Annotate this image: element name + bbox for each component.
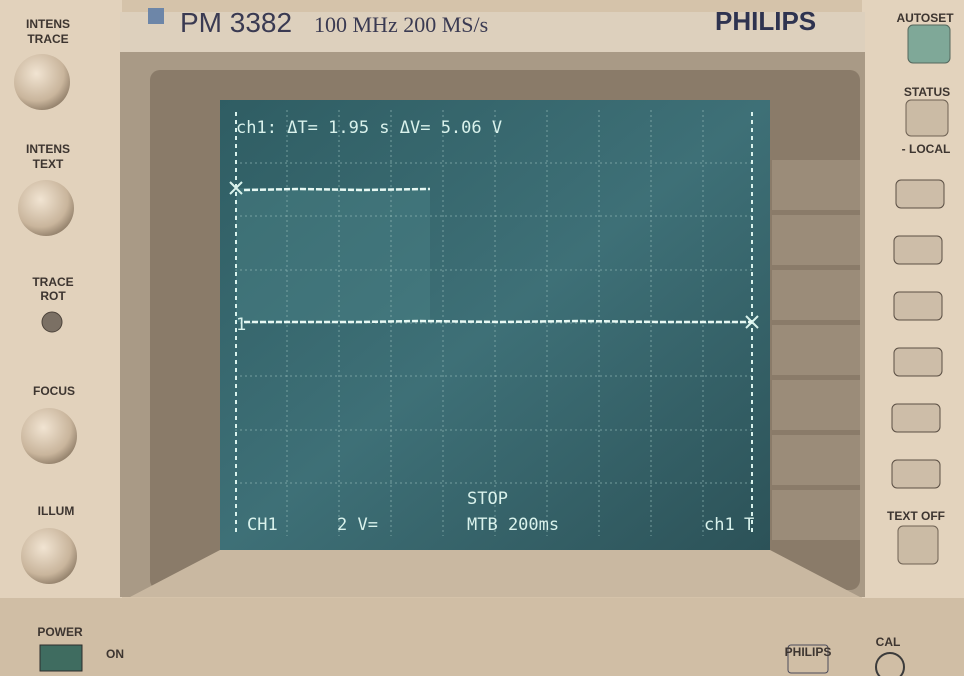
power-switch (40, 645, 82, 671)
knob (21, 408, 77, 464)
model: PM 3382 (180, 7, 292, 38)
acquisition-status: STOP (467, 489, 508, 509)
button-label: - LOCAL (902, 142, 951, 156)
channel: CH1 (247, 515, 278, 535)
bottom-panel (0, 598, 964, 676)
trigger-mark: T (744, 515, 754, 535)
maker: PHILIPS (715, 6, 816, 36)
cursor-readout: ch1: ΔT= 1.95 s ΔV= 5.06 V (236, 118, 502, 138)
bezel-ledge (130, 550, 860, 597)
knob (21, 528, 77, 584)
page: PM 3382 100 MHz 200 MS/s PHILIPS INTENS … (0, 0, 964, 676)
button-label: AUTOSET (896, 11, 954, 25)
button-label: TEXT OFF (887, 509, 945, 523)
spec: 100 MHz 200 MS/s (314, 12, 488, 37)
trace-marker: 1 (236, 315, 246, 335)
logo-text: PHILIPS (785, 645, 832, 659)
brand-icon (148, 8, 164, 24)
button-label: STATUS (904, 85, 950, 99)
button (908, 25, 950, 63)
control-label: ILLUM (38, 504, 75, 518)
power-label: POWER (37, 625, 83, 639)
button (898, 526, 938, 564)
oscilloscope-photo: PM 3382 100 MHz 200 MS/s PHILIPS INTENS … (0, 0, 964, 676)
control-label: TEXT (33, 157, 64, 171)
sensitivity: 2 V= (337, 515, 378, 535)
knob (14, 54, 70, 110)
knob (18, 180, 74, 236)
button (906, 100, 948, 136)
cal-label: CAL (876, 635, 901, 649)
control-label: TRACE (27, 32, 68, 46)
screw (42, 312, 62, 332)
control-label: ROT (40, 289, 66, 303)
soft-key-ledges (772, 160, 860, 540)
power-on-label: ON (106, 647, 124, 661)
trigger-source: ch1 (704, 515, 735, 535)
control-label: INTENS (26, 17, 70, 31)
control-label: TRACE (32, 275, 73, 289)
control-label: INTENS (26, 142, 70, 156)
timebase: MTB 200ms (467, 515, 559, 535)
control-label: FOCUS (33, 384, 75, 398)
screen-reflection (236, 188, 430, 322)
